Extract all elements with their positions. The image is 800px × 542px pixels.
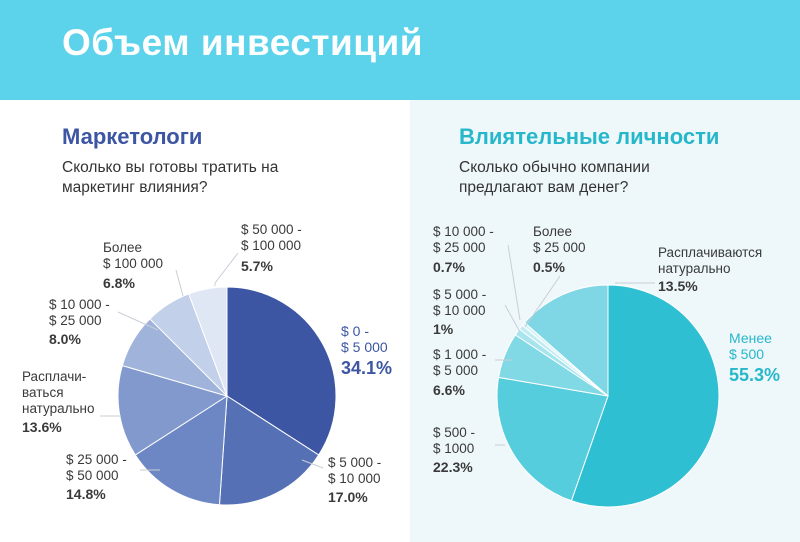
label-left-1: $ 5 000 - $ 10 000 xyxy=(328,455,382,486)
label-left-6: $ 50 000 - $ 100 000 xyxy=(241,222,302,253)
marketers-heading: Маркетологи xyxy=(62,124,203,149)
influencers-question: Сколько обычно компании предлагают вам д… xyxy=(459,159,650,196)
leader-line-8 xyxy=(504,304,521,333)
leader-lines xyxy=(100,244,655,471)
label-left-3: Расплачи- ваться натурально xyxy=(22,369,95,416)
header-banner xyxy=(0,0,800,100)
marketers-slice-6 xyxy=(188,286,228,397)
label-right-4: $ 10 000 - $ 25 000 xyxy=(433,224,494,255)
pct-left-5: 6.8% xyxy=(103,275,135,291)
label-right-6: Расплачиваются натурально xyxy=(658,245,763,276)
label-right-3: $ 5 000 - $ 10 000 xyxy=(433,287,487,318)
label-left-2: $ 25 000 - $ 50 000 xyxy=(66,452,127,483)
leader-line-6 xyxy=(507,244,521,321)
marketers-slice-2 xyxy=(134,395,228,506)
pct-left-6: 5.7% xyxy=(241,258,273,274)
pct-left-3: 13.6% xyxy=(22,419,62,435)
label-left-0: $ 0 - $ 5 000 xyxy=(341,323,388,355)
pct-left-4: 8.0% xyxy=(49,331,81,347)
pct-right-5: 0.5% xyxy=(533,259,565,275)
leader-line-0 xyxy=(214,252,239,286)
influencers-slice-1 xyxy=(496,376,609,502)
pct-right-6: 13.5% xyxy=(658,278,698,294)
leader-line-5 xyxy=(301,459,324,469)
marketers-slice-3 xyxy=(117,364,229,456)
label-right-2: $ 1 000 - $ 5 000 xyxy=(433,347,487,378)
pct-left-2: 14.8% xyxy=(66,486,106,502)
pct-right-3: 1% xyxy=(433,321,454,337)
influencers-heading: Влиятельные личности xyxy=(459,124,720,149)
pct-right-4: 0.7% xyxy=(433,259,465,275)
pct-right-0: 55.3% xyxy=(729,365,781,385)
label-right-0: Менее $ 500 xyxy=(729,330,772,362)
leader-line-1 xyxy=(175,269,184,297)
label-left-4: $ 10 000 - $ 25 000 xyxy=(49,297,110,328)
pie-chart-influencers xyxy=(496,284,720,508)
label-right-5: Более $ 25 000 xyxy=(533,224,586,255)
marketers-slice-1 xyxy=(218,395,320,506)
leader-line-7 xyxy=(524,275,561,328)
marketers-question: Сколько вы готовы тратить на маркетинг в… xyxy=(62,159,279,196)
pct-left-0: 34.1% xyxy=(341,358,393,378)
influencers-slice-6 xyxy=(523,284,609,398)
label-right-1: $ 500 - $ 1000 xyxy=(433,425,476,456)
page-title: Объем инвестиций xyxy=(62,22,423,63)
label-left-5: Более $ 100 000 xyxy=(103,240,164,271)
pie-chart-marketers xyxy=(117,286,337,506)
pct-right-2: 6.6% xyxy=(433,382,465,398)
leader-line-2 xyxy=(117,311,159,331)
pct-left-1: 17.0% xyxy=(328,489,368,505)
pct-right-1: 22.3% xyxy=(433,459,473,475)
